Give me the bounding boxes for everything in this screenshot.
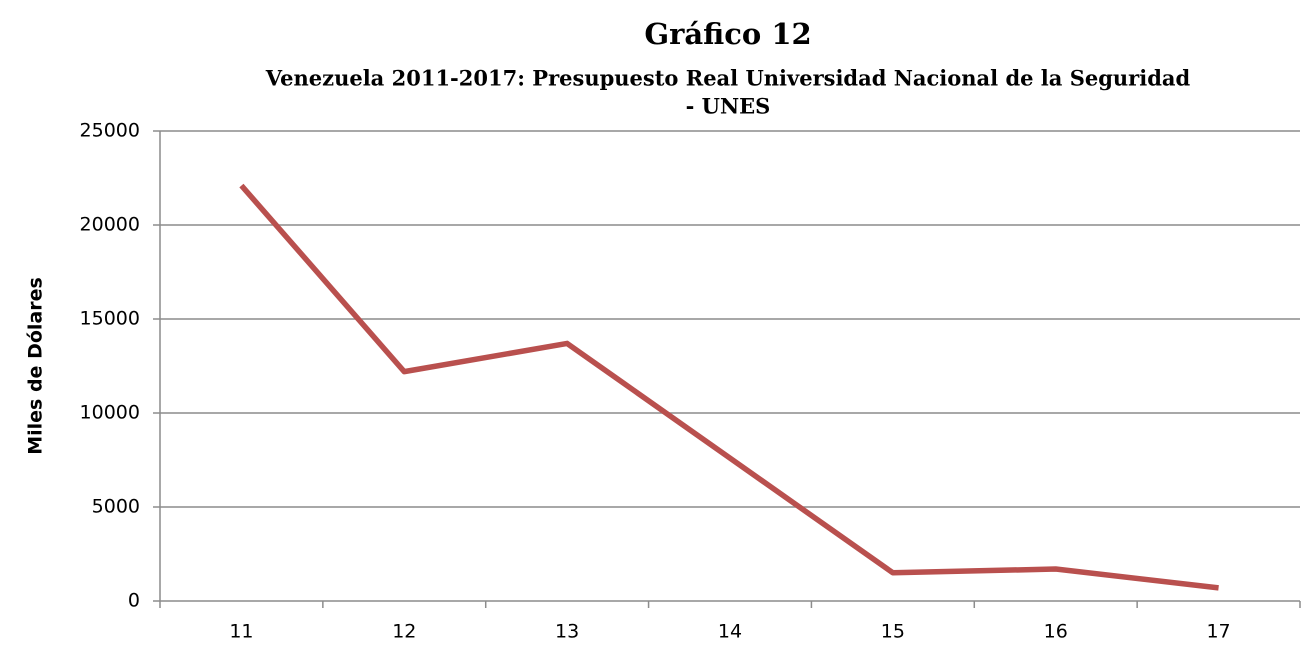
y-tick-label: 10000 bbox=[80, 402, 140, 424]
x-tick-label: 16 bbox=[1044, 621, 1068, 643]
chart-title: Gráfico 12 bbox=[644, 17, 811, 51]
x-tick-label: 13 bbox=[555, 621, 579, 643]
chart-subtitle: - UNES bbox=[686, 94, 771, 119]
x-tick-label: 15 bbox=[881, 621, 905, 643]
y-tick-label: 0 bbox=[128, 590, 140, 612]
y-tick-label: 20000 bbox=[80, 214, 140, 236]
x-tick-label: 14 bbox=[718, 621, 742, 643]
y-axis-label: Miles de Dólares bbox=[25, 277, 47, 455]
x-tick-label: 12 bbox=[392, 621, 416, 643]
x-tick-label: 11 bbox=[229, 621, 253, 643]
x-tick-label: 17 bbox=[1206, 621, 1230, 643]
y-tick-label: 15000 bbox=[80, 308, 140, 330]
data-line bbox=[239, 183, 1219, 591]
y-tick-label: 25000 bbox=[80, 120, 140, 142]
y-tick-label: 5000 bbox=[92, 496, 140, 518]
chart-subtitle: Venezuela 2011-2017: Presupuesto Real Un… bbox=[265, 66, 1191, 91]
